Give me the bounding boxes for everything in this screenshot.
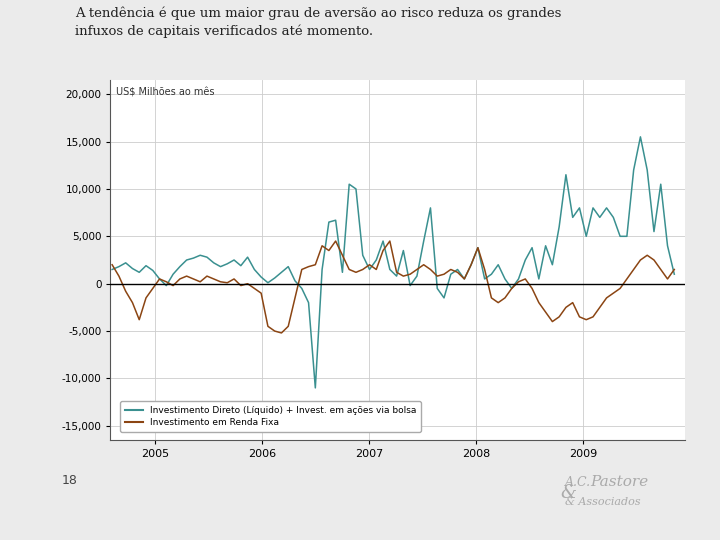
Text: A.C.: A.C. — [565, 476, 591, 489]
Text: Pastore: Pastore — [590, 475, 648, 489]
Text: & Associados: & Associados — [565, 497, 641, 507]
Text: 18: 18 — [61, 474, 77, 487]
Text: A tendência é que um maior grau de aversão ao risco reduza os grandes
infuxos de: A tendência é que um maior grau de avers… — [75, 7, 562, 38]
Legend: Investimento Direto (Líquido) + Invest. em ações via bolsa, Investimento em Rend: Investimento Direto (Líquido) + Invest. … — [120, 401, 421, 432]
Text: US$ Milhões ao mês: US$ Milhões ao mês — [116, 87, 215, 97]
Text: &: & — [560, 484, 576, 502]
